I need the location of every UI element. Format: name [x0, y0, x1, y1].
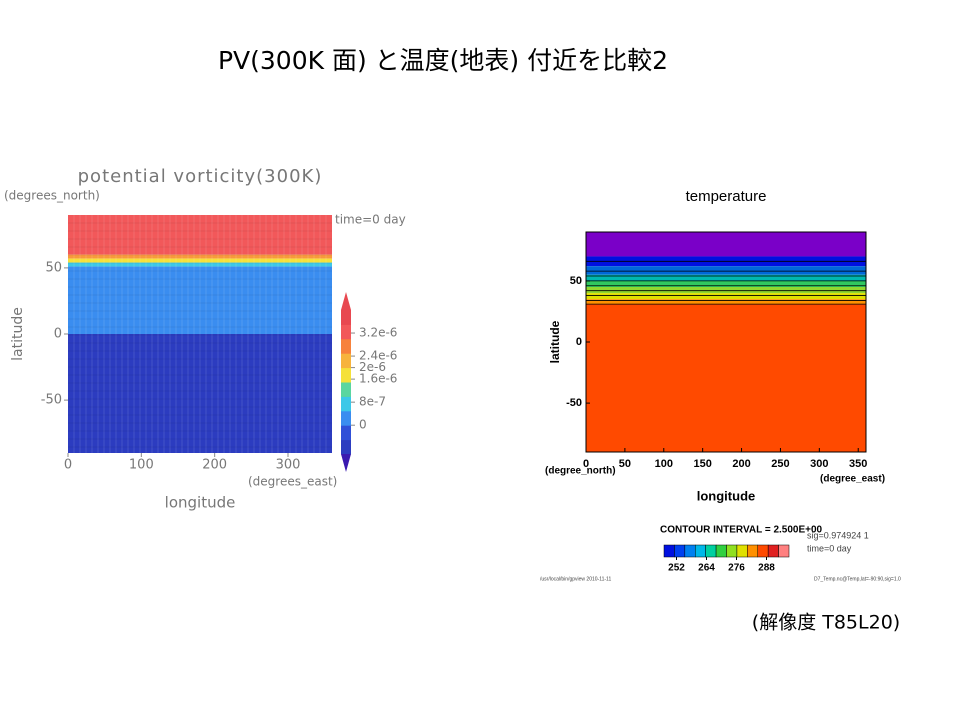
field-band: [68, 266, 332, 334]
field-band: [586, 232, 866, 257]
colorbar-tick-label: 252: [668, 563, 685, 574]
colorbar-cell: [341, 439, 351, 455]
colorbar-cell: [341, 382, 351, 397]
y-tick-label: 0: [54, 327, 62, 342]
colorbar-cell: [757, 544, 769, 558]
field-band: [586, 266, 866, 275]
colorbar-tick-label: 264: [698, 563, 715, 574]
field-band: [586, 304, 866, 452]
y-tick-label: 0: [576, 336, 582, 348]
colorbar-arrow: [341, 292, 351, 310]
colorbar-cell: [341, 396, 351, 412]
y-tick-label: 50: [570, 275, 582, 287]
colorbar-arrow: [341, 454, 351, 472]
field-band: [68, 254, 332, 259]
x-tick-label: 300: [810, 458, 828, 470]
colorbar-cell: [695, 544, 706, 558]
y-tick-label: -50: [41, 393, 62, 408]
colorbar-cell: [341, 324, 351, 340]
field-band: [586, 274, 866, 281]
x-tick-label: 100: [129, 458, 154, 473]
chart-title: potential vorticity(300K): [78, 166, 323, 187]
colorbar-cell: [341, 367, 351, 383]
field-band: [586, 299, 866, 305]
x-tick-label: 100: [655, 458, 673, 470]
footer-right: D7_Temp.nc@Temp,lat=-90:90,sig=1.0: [814, 576, 901, 582]
x-tick-label: 200: [732, 458, 750, 470]
field-band: [68, 334, 332, 453]
y-label: latitude: [10, 307, 26, 361]
field-band: [586, 287, 866, 294]
x-tick-label: 350: [849, 458, 867, 470]
field-band: [586, 280, 866, 287]
colorbar-cell: [341, 310, 351, 325]
colorbar-cell: [736, 544, 748, 558]
x-tick-label: 300: [276, 458, 301, 473]
colorbar-tick-label: 276: [728, 563, 745, 574]
colorbar-tick-label: 2.4e-6: [359, 349, 397, 363]
x-tick-label: 0: [64, 458, 72, 473]
y-label: latitude: [548, 320, 562, 363]
colorbar-cell: [767, 544, 779, 558]
colorbar-cell: [747, 544, 758, 558]
x-label: longitude: [697, 488, 756, 503]
x-unit: (degrees_east): [248, 475, 337, 489]
colorbar-cell: [674, 544, 686, 558]
colorbar-tick-label: 3.2e-6: [359, 326, 397, 340]
y-unit: (degree_north): [545, 466, 616, 477]
colorbar-tick-label: 1.6e-6: [359, 372, 397, 386]
x-tick-label: 150: [693, 458, 711, 470]
slide-title: PV(300K 面) と温度(地表) 付近を比較2: [218, 46, 668, 75]
x-tick-label: 50: [619, 458, 631, 470]
x-tick-label: 250: [771, 458, 789, 470]
colorbar-tick-label: 0: [359, 418, 367, 432]
chart-title: temperature: [686, 188, 767, 205]
colorbar-cell: [341, 353, 351, 369]
colorbar-tick-label: 8e-7: [359, 395, 386, 409]
colorbar-cell: [341, 410, 351, 426]
field-band: [68, 258, 332, 263]
resolution-note: (解像度 T85L20): [752, 612, 900, 634]
colorbar-cell: [705, 544, 717, 558]
x-unit: (degree_east): [820, 474, 885, 485]
sig-note: sig=0.974924 1: [807, 530, 869, 540]
contour-interval: CONTOUR INTERVAL = 2.500E+00: [660, 525, 823, 536]
field-band: [68, 215, 332, 255]
y-tick-label: -50: [566, 397, 582, 409]
y-unit: (degrees_north): [4, 189, 100, 203]
x-tick-label: 200: [202, 458, 227, 473]
annotation: time=0 day: [807, 543, 852, 553]
y-tick-label: 50: [45, 260, 62, 275]
colorbar-cell: [726, 544, 738, 558]
x-tick-label: 0: [583, 458, 589, 470]
field-band: [68, 262, 332, 267]
colorbar-cell: [341, 425, 351, 441]
field-band: [586, 293, 866, 300]
colorbar-tick-label: 288: [758, 563, 775, 574]
colorbar-cell: [715, 544, 727, 558]
x-label: longitude: [165, 494, 236, 512]
colorbar-cell: [663, 544, 675, 558]
annotation: time=0 day: [335, 213, 406, 227]
colorbar-tick-label: 2e-6: [359, 360, 386, 374]
colorbar-cell: [341, 338, 351, 354]
colorbar-cell: [778, 544, 790, 558]
footer-left: /usr/local/bin/gpview 2010-11-11: [540, 576, 611, 582]
colorbar-cell: [684, 544, 696, 558]
